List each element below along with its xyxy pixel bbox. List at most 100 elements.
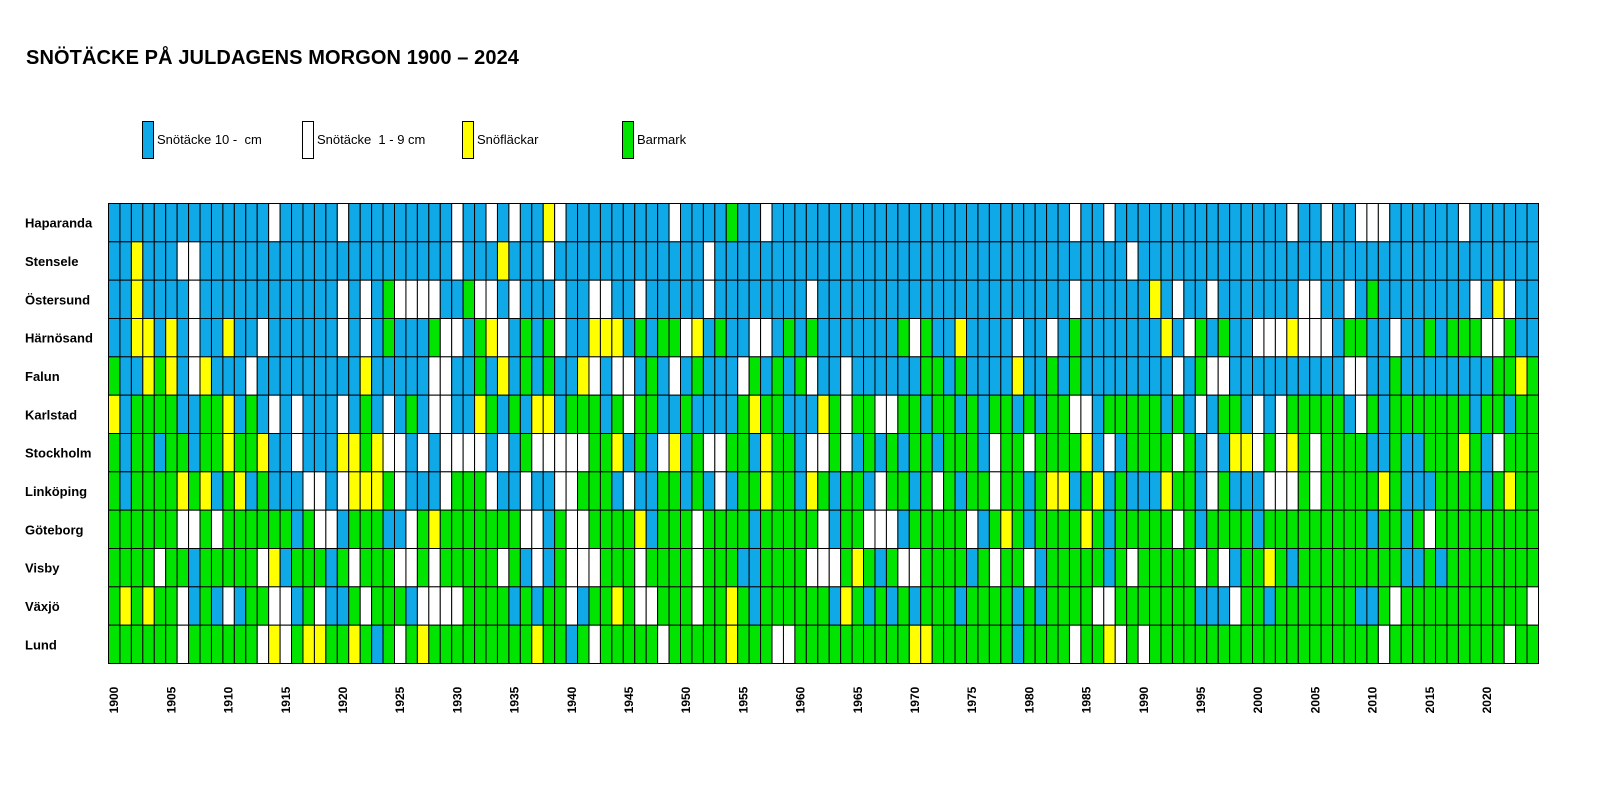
heatmap-cell	[394, 509, 407, 550]
heatmap-cell	[439, 318, 453, 358]
heatmap-cell	[954, 394, 967, 435]
heatmap-cell	[142, 509, 155, 550]
heatmap-cell	[428, 241, 441, 281]
heatmap-cell	[474, 624, 487, 664]
heatmap-cell	[108, 394, 121, 435]
heatmap-cell	[416, 509, 430, 550]
heatmap-cell	[119, 471, 132, 511]
heatmap-cell	[1457, 394, 1471, 435]
heatmap-cell	[714, 279, 727, 320]
heatmap-cell	[313, 509, 327, 550]
heatmap-cell	[394, 471, 407, 511]
heatmap-cell	[119, 433, 132, 473]
heatmap-cell	[325, 241, 338, 281]
heatmap-cell	[1217, 356, 1231, 396]
heatmap-cell	[394, 318, 407, 358]
heatmap-cell	[634, 394, 647, 435]
heatmap-cell	[1000, 433, 1013, 473]
heatmap-cell	[771, 394, 784, 435]
heatmap-cell	[748, 586, 762, 626]
heatmap-cell	[885, 241, 899, 281]
heatmap-cell	[1377, 471, 1391, 511]
heatmap-cell	[1446, 203, 1459, 243]
heatmap-cell	[622, 624, 636, 664]
heatmap-cell	[1423, 356, 1437, 396]
heatmap-cell	[394, 241, 407, 281]
heatmap-cell	[1469, 356, 1482, 396]
heatmap-cell	[439, 509, 453, 550]
heatmap-cell	[680, 586, 693, 626]
heatmap-cell	[691, 356, 704, 396]
heatmap-cell	[702, 203, 716, 243]
heatmap-cell	[1286, 509, 1299, 550]
heatmap-cell	[680, 279, 693, 320]
heatmap-cell	[1263, 548, 1276, 588]
heatmap-cell	[1206, 509, 1219, 550]
heatmap-cell	[256, 548, 270, 588]
heatmap-cell	[828, 241, 842, 281]
heatmap-cell	[1126, 203, 1139, 243]
heatmap-cell	[291, 279, 304, 320]
heatmap-cell	[508, 509, 521, 550]
heatmap-cell	[1320, 203, 1334, 243]
heatmap-cell	[1469, 394, 1482, 435]
heatmap-cell	[657, 356, 670, 396]
heatmap-cell	[188, 509, 201, 550]
heatmap-cell	[954, 433, 967, 473]
heatmap-cell	[1011, 471, 1025, 511]
heatmap-row-harnosand	[108, 318, 1540, 358]
heatmap-cell	[256, 394, 270, 435]
heatmap-cell	[1503, 471, 1517, 511]
heatmap-cell	[1034, 433, 1048, 473]
heatmap-cell	[782, 586, 796, 626]
heatmap-cell	[1446, 624, 1459, 664]
heatmap-cell	[130, 279, 144, 320]
heatmap-cell	[1320, 624, 1334, 664]
heatmap-cell	[1068, 241, 1082, 281]
heatmap-cell	[1057, 318, 1070, 358]
heatmap-cell	[622, 241, 636, 281]
heatmap-row-linkoping	[108, 471, 1540, 511]
x-tick-label: 1915	[279, 686, 293, 713]
heatmap-cell	[554, 548, 567, 588]
heatmap-cell	[302, 203, 315, 243]
heatmap-cell	[256, 318, 270, 358]
heatmap-cell	[1457, 241, 1471, 281]
heatmap-cell	[1126, 509, 1139, 550]
heatmap-cell	[233, 509, 247, 550]
heatmap-cell	[920, 241, 933, 281]
heatmap-cell	[1492, 433, 1505, 473]
heatmap-cell	[519, 624, 533, 664]
heatmap-row-falun	[108, 356, 1540, 396]
heatmap-cell	[897, 203, 910, 243]
heatmap-cell	[1515, 203, 1528, 243]
heatmap-cell	[1011, 318, 1025, 358]
heatmap-cell	[782, 509, 796, 550]
heatmap-cell	[371, 394, 384, 435]
heatmap-cell	[1503, 279, 1517, 320]
x-tick-label: 1970	[908, 686, 922, 713]
heatmap-cell	[577, 586, 590, 626]
heatmap-cell	[874, 548, 887, 588]
heatmap-cell	[897, 433, 910, 473]
heatmap-cell	[988, 394, 1002, 435]
row-label-karlstad: Karlstad	[25, 407, 77, 422]
heatmap-cell	[474, 356, 487, 396]
heatmap-cell	[428, 509, 441, 550]
heatmap-cell	[233, 318, 247, 358]
heatmap-cell	[1229, 394, 1242, 435]
heatmap-cell	[1503, 241, 1517, 281]
heatmap-cell	[1263, 203, 1276, 243]
heatmap-cell	[931, 394, 945, 435]
heatmap-cell	[1435, 203, 1448, 243]
heatmap-cell	[874, 394, 887, 435]
heatmap-cell	[714, 394, 727, 435]
heatmap-cell	[222, 624, 235, 664]
heatmap-cell	[1171, 356, 1185, 396]
heatmap-cell	[645, 471, 659, 511]
heatmap-cell	[1091, 509, 1105, 550]
heatmap-cell	[1023, 433, 1036, 473]
heatmap-cell	[531, 279, 544, 320]
heatmap-cell	[153, 624, 167, 664]
heatmap-cell	[714, 433, 727, 473]
